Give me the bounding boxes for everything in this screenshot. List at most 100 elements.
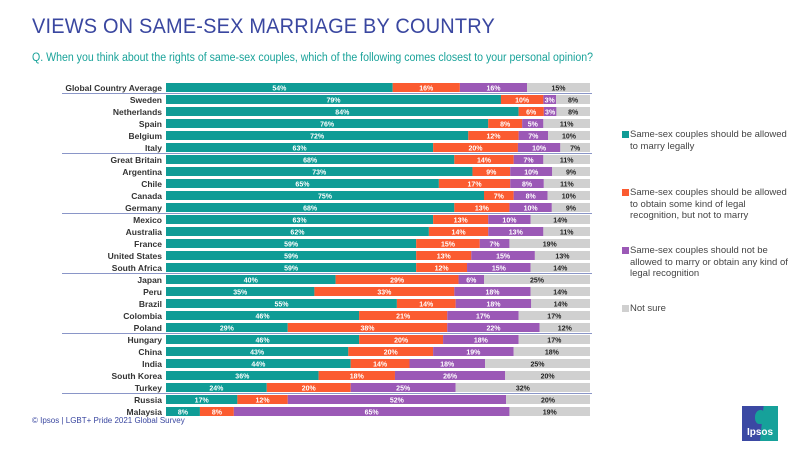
- bar-segment-not_allowed: [479, 239, 510, 248]
- data-label-not_sure: 12%: [558, 326, 573, 333]
- data-label-marry: 29%: [220, 326, 235, 333]
- legend-swatch-marry: [622, 131, 629, 138]
- data-label-marry: 63%: [293, 218, 308, 225]
- bar-segment-not_allowed: [510, 167, 553, 176]
- data-label-not_sure: 17%: [547, 314, 562, 321]
- data-label-legal_recognition: 16%: [419, 86, 434, 93]
- data-label-marry: 84%: [335, 110, 350, 117]
- data-label-marry: 63%: [293, 146, 308, 153]
- category-label: Sweden: [130, 95, 162, 105]
- bar-segment-legal_recognition: [359, 311, 448, 320]
- bar-segment-marry: [166, 95, 501, 104]
- bar-segment-marry: [166, 359, 351, 368]
- data-label-marry: 72%: [310, 134, 325, 141]
- bar-segment-legal_recognition: [438, 179, 511, 188]
- bar-segment-not_sure: [509, 239, 590, 248]
- data-label-legal_recognition: 18%: [350, 374, 365, 381]
- data-label-not_allowed: 15%: [492, 266, 507, 273]
- bar-segment-not_allowed: [459, 83, 528, 92]
- bar-segment-legal_recognition: [428, 227, 489, 236]
- bar-segment-not_sure: [543, 119, 590, 128]
- bar-segment-not_sure: [518, 335, 590, 344]
- data-label-not_sure: 8%: [568, 98, 579, 105]
- data-label-legal_recognition: 6%: [526, 110, 537, 117]
- data-label-marry: 24%: [209, 386, 224, 393]
- bar-segment-marry: [166, 395, 238, 404]
- bar-segment-legal_recognition: [348, 347, 434, 356]
- category-label: South Korea: [111, 371, 162, 381]
- bar-segment-marry: [166, 119, 489, 128]
- bar-segment-marry: [166, 179, 439, 188]
- bar-segment-not_sure: [560, 143, 590, 152]
- bar-segment-legal_recognition: [454, 203, 510, 212]
- data-label-marry: 73%: [312, 170, 327, 177]
- bar-segment-legal_recognition: [237, 395, 288, 404]
- data-label-marry: 40%: [244, 278, 259, 285]
- bar-segment-not_allowed: [287, 395, 507, 404]
- legend-swatch-legal-recognition: [622, 189, 629, 196]
- data-label-legal_recognition: 14%: [452, 230, 467, 237]
- category-label: Italy: [145, 143, 162, 153]
- data-label-not_sure: 11%: [560, 182, 574, 189]
- bar-segment-not_sure: [485, 359, 590, 368]
- bar-segment-marry: [166, 203, 455, 212]
- bar-segment-not_allowed: [433, 347, 514, 356]
- data-label-not_allowed: 25%: [396, 386, 411, 393]
- bar-segment-marry: [166, 239, 417, 248]
- data-label-marry: 8%: [178, 410, 189, 417]
- bar-segment-not_sure: [506, 395, 590, 404]
- data-label-marry: 65%: [295, 182, 310, 189]
- bar-segment-marry: [166, 335, 360, 344]
- data-label-not_sure: 9%: [566, 206, 577, 213]
- bar-segment-legal_recognition: [266, 383, 351, 392]
- data-label-not_allowed: 10%: [532, 146, 547, 153]
- bar-segment-marry: [166, 287, 315, 296]
- data-label-legal_recognition: 8%: [212, 410, 223, 417]
- bar-segment-legal_recognition: [416, 239, 480, 248]
- data-label-marry: 44%: [251, 362, 266, 369]
- bar-segment-not_allowed: [443, 335, 519, 344]
- bar-segment-legal_recognition: [335, 275, 459, 284]
- category-label: China: [138, 347, 162, 357]
- data-label-legal_recognition: 20%: [384, 350, 399, 357]
- data-label-not_allowed: 19%: [466, 350, 481, 357]
- data-label-legal_recognition: 20%: [302, 386, 317, 393]
- category-label: Germany: [125, 203, 162, 213]
- data-label-marry: 59%: [284, 242, 299, 249]
- data-label-not_allowed: 3%: [545, 98, 556, 105]
- data-label-not_allowed: 10%: [502, 218, 517, 225]
- data-label-legal_recognition: 13%: [454, 218, 469, 225]
- data-label-not_allowed: 5%: [528, 122, 539, 129]
- data-label-not_allowed: 8%: [522, 182, 533, 189]
- data-label-legal_recognition: 20%: [469, 146, 484, 153]
- bar-segment-marry: [166, 143, 434, 152]
- data-label-not_sure: 10%: [562, 134, 577, 141]
- bar-segment-legal_recognition: [518, 107, 544, 116]
- data-label-marry: 55%: [274, 302, 289, 309]
- bar-segment-not_sure: [518, 311, 590, 320]
- data-label-not_allowed: 65%: [365, 410, 380, 417]
- bar-segment-not_sure: [534, 251, 590, 260]
- data-label-legal_recognition: 29%: [390, 278, 405, 285]
- data-label-not_sure: 20%: [541, 374, 556, 381]
- data-label-marry: 46%: [256, 338, 271, 345]
- category-label: Mexico: [133, 215, 162, 225]
- bar-segment-not_sure: [530, 287, 590, 296]
- bar-segment-not_allowed: [488, 215, 531, 224]
- data-label-not_allowed: 15%: [496, 254, 511, 261]
- category-label: India: [142, 359, 162, 369]
- data-label-not_sure: 20%: [541, 398, 556, 405]
- bar-segment-not_sure: [552, 167, 590, 176]
- bar-segment-legal_recognition: [350, 359, 410, 368]
- category-label: South Africa: [112, 263, 162, 273]
- data-label-not_allowed: 26%: [443, 374, 458, 381]
- bar-segment-not_allowed: [510, 179, 544, 188]
- bar-segment-not_sure: [547, 191, 590, 200]
- bar-segment-not_sure: [455, 383, 590, 392]
- bar-segment-marry: [166, 347, 349, 356]
- bar-segment-not_sure: [513, 347, 590, 356]
- bar-segment-legal_recognition: [454, 155, 514, 164]
- data-label-marry: 35%: [233, 290, 248, 297]
- data-label-not_allowed: 10%: [524, 170, 539, 177]
- bar-segment-not_allowed: [471, 251, 535, 260]
